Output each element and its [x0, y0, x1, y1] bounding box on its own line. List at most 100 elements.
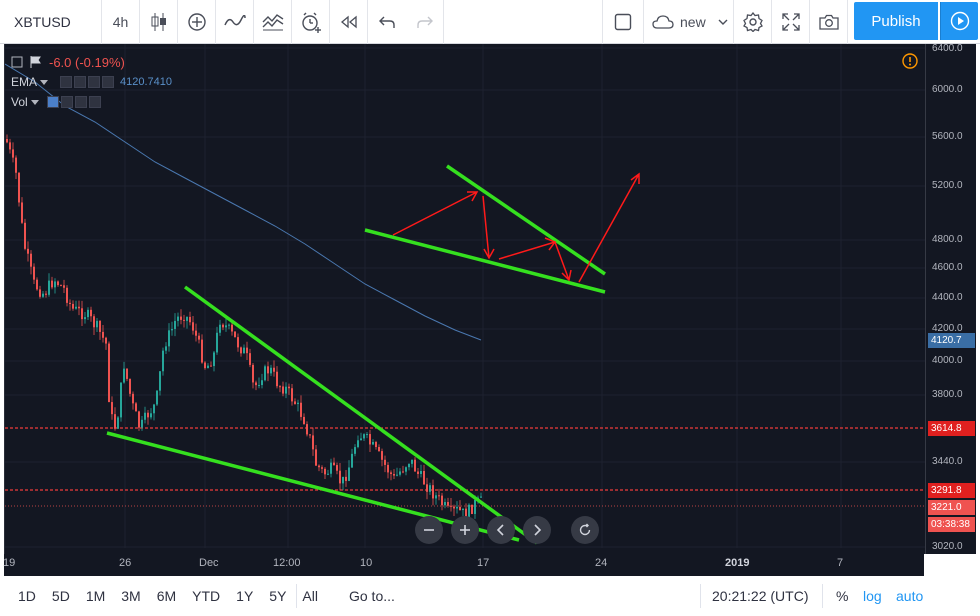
scroll-right-button[interactable] — [523, 516, 551, 544]
time-label: 19 — [3, 557, 16, 569]
candle-body — [216, 332, 218, 353]
candle-body — [147, 412, 149, 418]
zoom-in-button[interactable] — [451, 516, 479, 544]
utc-clock[interactable]: 20:21:22 (UTC) — [712, 588, 809, 604]
price-label: 3440.0 — [932, 456, 963, 467]
price-label: 3800.0 — [932, 389, 963, 400]
chart-type-button[interactable] — [140, 0, 178, 44]
save-layout-button[interactable]: new — [644, 0, 734, 44]
candle-body — [228, 324, 230, 326]
range-5y[interactable]: 5Y — [269, 588, 287, 604]
trendline-upper-small[interactable] — [446, 164, 606, 276]
redo-button[interactable] — [406, 0, 444, 44]
candle-body — [201, 339, 203, 363]
candle-body — [48, 280, 50, 295]
price-axis[interactable]: 6400.0 6000.0 5600.0 5200.0 4800.0 4600.… — [925, 44, 976, 554]
publish-video-button[interactable] — [940, 2, 978, 40]
candle-body — [231, 324, 233, 332]
goto-date-button[interactable]: Go to... — [348, 588, 395, 604]
chart-navigation — [415, 516, 599, 544]
indicators-button[interactable] — [254, 0, 292, 44]
price-label: 4600.0 — [932, 262, 963, 273]
candle-body — [375, 442, 377, 448]
plus-icon[interactable] — [88, 76, 101, 88]
price-label: 5200.0 — [932, 180, 963, 191]
log-toggle[interactable]: log — [863, 588, 882, 604]
add-indicator-button[interactable] — [178, 0, 216, 44]
range-5d[interactable]: 5D — [51, 588, 70, 604]
candle-body — [213, 352, 215, 367]
warning-icon[interactable] — [902, 53, 918, 69]
candle-body — [222, 324, 224, 328]
candle-body — [39, 289, 41, 297]
plus-icon[interactable] — [74, 96, 87, 108]
time-axis[interactable]: 19 26 Dec 12:00 10 17 24 2019 7 — [3, 554, 924, 576]
candle-body — [300, 402, 302, 417]
flag-icon[interactable] — [29, 55, 43, 69]
zoom-out-button[interactable] — [415, 516, 443, 544]
divider — [700, 584, 701, 608]
trendline-lower-small[interactable] — [364, 228, 606, 294]
candle-body — [117, 417, 119, 429]
candle-body — [75, 306, 77, 309]
scroll-left-button[interactable] — [487, 516, 515, 544]
bottom-toolbar: 1D 5D 1M 3M 6M YTD 1Y 5Y All Go to... 20… — [0, 576, 980, 616]
flag-icon[interactable] — [11, 55, 25, 69]
candle-body — [249, 353, 251, 365]
range-6m[interactable]: 6M — [156, 588, 177, 604]
candle-body — [312, 435, 314, 450]
range-3m[interactable]: 3M — [121, 588, 141, 604]
replay-button[interactable] — [330, 0, 368, 44]
auto-scale-toggle[interactable]: auto — [896, 588, 924, 604]
gear-icon[interactable] — [74, 76, 87, 88]
range-all[interactable]: All — [302, 588, 318, 604]
percent-toggle[interactable]: % — [836, 588, 849, 604]
price-chart[interactable]: -6.0 (-0.19%) EMA 4120.7410 Vol — [4, 44, 976, 554]
time-label: 7 — [837, 557, 844, 569]
compare-icon — [223, 14, 246, 25]
range-1d[interactable]: 1D — [18, 588, 36, 604]
candle-body — [24, 222, 26, 249]
caret-down-icon[interactable] — [40, 79, 49, 85]
volume-label[interactable]: Vol — [11, 95, 28, 109]
reset-chart-button[interactable] — [571, 516, 599, 544]
settings-button[interactable] — [734, 0, 772, 44]
publish-button[interactable]: Publish — [854, 2, 938, 40]
candle-body — [333, 462, 335, 466]
ema-label[interactable]: EMA — [11, 75, 38, 89]
alert-button[interactable] — [292, 0, 330, 44]
caret-down-icon[interactable] — [30, 99, 39, 105]
gear-icon[interactable] — [60, 96, 73, 108]
eye-icon[interactable] — [60, 76, 73, 88]
layout-button[interactable] — [602, 0, 644, 44]
candle-body — [162, 350, 164, 372]
eye-icon[interactable] — [46, 96, 59, 108]
candle-body — [342, 476, 344, 484]
undo-button[interactable] — [368, 0, 406, 44]
layout-name: new — [680, 13, 706, 30]
close-icon[interactable] — [102, 76, 115, 88]
range-1y[interactable]: 1Y — [236, 588, 254, 604]
range-1m[interactable]: 1M — [85, 588, 106, 604]
candle-body — [105, 337, 107, 344]
snapshot-button[interactable] — [810, 0, 848, 44]
candle-body — [42, 293, 44, 297]
compare-button[interactable] — [216, 0, 254, 44]
trendline-lower-large[interactable] — [106, 431, 520, 542]
projection-arrows[interactable] — [392, 172, 640, 283]
symbol-search[interactable]: XBTUSD — [0, 0, 102, 44]
candle-body — [210, 365, 212, 367]
fullscreen-button[interactable] — [772, 0, 810, 44]
candle-body — [66, 287, 68, 303]
candle-body — [282, 386, 284, 394]
interval-button[interactable]: 4h — [102, 0, 140, 44]
close-icon[interactable] — [88, 96, 101, 108]
candle-body — [165, 346, 167, 351]
range-ytd[interactable]: YTD — [192, 588, 221, 604]
trendline-upper-large[interactable] — [183, 285, 539, 545]
candle-body — [417, 471, 419, 474]
candle-body — [462, 508, 464, 511]
plot-area[interactable] — [5, 44, 925, 548]
candle-body — [219, 324, 221, 333]
candle-body — [234, 331, 236, 338]
